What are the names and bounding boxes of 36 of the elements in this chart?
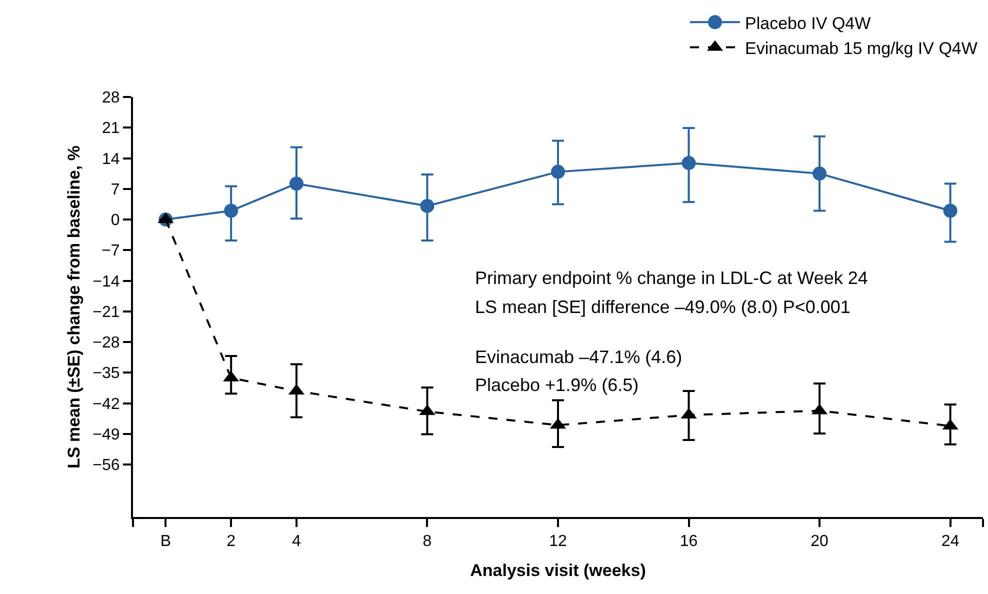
x-tick-label: 2 (226, 533, 236, 550)
y-tick-label: 21 (102, 120, 120, 138)
point (943, 204, 958, 218)
y-tick-label: 14 (102, 150, 120, 168)
point (812, 166, 827, 181)
point (420, 198, 434, 213)
x-tick-label: 20 (810, 533, 829, 550)
legend-label: Evinacumab 15 mg/kg IV Q4W (745, 38, 978, 58)
point (224, 204, 238, 218)
point (551, 164, 565, 179)
x-tick-label: 12 (549, 533, 567, 550)
y-tick-label: −28 (92, 334, 120, 352)
y-tick-label: −42 (92, 396, 120, 413)
point (289, 176, 304, 191)
y-tick-label: −7 (102, 242, 120, 260)
y-tick-label: −49 (92, 426, 120, 444)
y-tick-label: 0 (110, 212, 120, 230)
x-tick-label: 8 (422, 533, 432, 550)
x-tick-label: 16 (680, 533, 698, 550)
annotation: LS mean [SE] difference –49.0% (8.0) P<0.001 (475, 297, 850, 317)
x-axis-title: Analysis visit (weeks) (470, 561, 646, 580)
y-tick-label: 28 (102, 90, 120, 107)
y-tick-label: −56 (92, 457, 120, 474)
x-tick-label: 4 (292, 533, 302, 550)
x-tick-label: B (160, 533, 172, 550)
x-tick-label: 24 (941, 533, 960, 550)
y-axis-title: LS mean (±SE) change from baseline, % (64, 146, 84, 468)
y-tick-label: 7 (110, 181, 120, 198)
legend-label: Placebo IV Q4W (745, 14, 871, 33)
annotation: Placebo +1.9% (6.5) (475, 375, 639, 395)
y-tick-label: −14 (92, 273, 120, 290)
annotation: Evinacumab –47.1% (4.6) (475, 347, 682, 367)
y-tick-label: −21 (92, 304, 120, 321)
y-tick-label: −35 (92, 365, 120, 382)
point (682, 156, 696, 170)
annotation: Primary endpoint % change in LDL-C at Week 24 (475, 268, 868, 288)
